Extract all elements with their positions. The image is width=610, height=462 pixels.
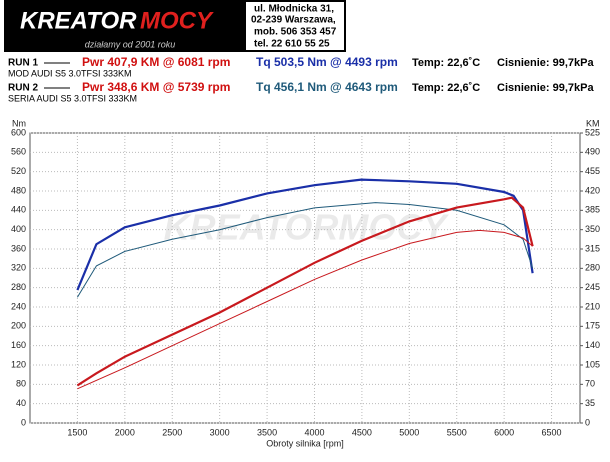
y2-tick-label: 70 [585, 379, 595, 389]
address: ul. Młodnicka 31, [254, 4, 334, 15]
y2-tick-label: 140 [585, 340, 600, 350]
x-tick-label: 3500 [257, 427, 277, 437]
y-tick-label: 480 [11, 185, 26, 195]
run-pressure: Cisnienie: 99,7kPa [497, 57, 594, 69]
run-temp: Temp: 22,6˚C [412, 57, 480, 69]
y2-tick-label: 315 [585, 243, 600, 253]
y2-tick-label: 420 [585, 185, 600, 195]
y2-tick-label: 0 [585, 417, 590, 427]
y-tick-label: 440 [11, 205, 26, 215]
y-tick-label: 320 [11, 263, 26, 273]
run-label: RUN 1 [8, 58, 38, 69]
y-tick-label: 160 [11, 340, 26, 350]
series-line [76, 202, 534, 298]
run-tq: Tq 456,1 Nm @ 4643 rpm [256, 80, 398, 94]
x-tick-label: 6000 [494, 427, 514, 437]
y-tick-label: 120 [11, 359, 26, 369]
y2-tick-label: 210 [585, 301, 600, 311]
plot-frame [29, 132, 581, 424]
address: 02-239 Warszawa, [251, 15, 336, 26]
y2-tick-label: 455 [585, 166, 600, 176]
brand: KREATOR [20, 7, 137, 34]
x-tick-label: 5500 [447, 427, 467, 437]
brand: MOCY [140, 7, 214, 34]
y2-tick-label: 105 [585, 359, 600, 369]
y-tick-label: 560 [11, 147, 26, 157]
x-tick-label: 2500 [162, 427, 182, 437]
x-tick-label: 6500 [542, 427, 562, 437]
y-tick-label: 520 [11, 166, 26, 176]
y2-tick-label: 525 [585, 127, 600, 137]
series-line [76, 196, 534, 387]
slogan: działamy od 2001 roku [85, 39, 176, 49]
y2-tick-label: 35 [585, 398, 595, 408]
y-axis-label: Nm [12, 118, 26, 128]
x-tick-label: 4500 [352, 427, 372, 437]
run-label: RUN 2 [8, 83, 38, 94]
run-pwr: Pwr 348,6 KM @ 5739 rpm [82, 80, 230, 94]
y2-tick-label: 490 [585, 147, 600, 157]
x-tick-label: 2000 [115, 427, 135, 437]
y-tick-label: 240 [11, 301, 26, 311]
run-pressure: Cisnienie: 99,7kPa [497, 82, 594, 94]
x-tick-label: 5000 [399, 427, 419, 437]
y2-tick-label: 175 [585, 321, 600, 331]
address-box [246, 2, 344, 50]
address: mob. 506 353 457 [254, 27, 337, 38]
run-tq: Tq 503,5 Nm @ 4493 rpm [256, 55, 398, 69]
watermark: KREATORMOCY [164, 207, 450, 248]
y-tick-label: 600 [11, 127, 26, 137]
y-tick-label: 40 [16, 398, 26, 408]
x-axis-label: Obroty silnika [rpm] [266, 438, 344, 448]
y2-tick-label: 280 [585, 263, 600, 273]
y2-axis-label: KM [586, 118, 600, 128]
y2-tick-label: 385 [585, 205, 600, 215]
x-tick-label: 4000 [304, 427, 324, 437]
run-car: SERIA AUDI S5 3.0TFSI 333KM [8, 93, 137, 103]
series-line [76, 178, 534, 291]
y-tick-label: 360 [11, 243, 26, 253]
y2-tick-label: 350 [585, 224, 600, 234]
run-pwr: Pwr 407,9 KM @ 6081 rpm [82, 55, 230, 69]
y2-tick-label: 245 [585, 282, 600, 292]
run-car: MOD AUDI S5 3.0TFSI 333KM [8, 68, 132, 78]
y-tick-label: 80 [16, 379, 26, 389]
address: tel. 22 610 55 25 [254, 39, 330, 50]
run-temp: Temp: 22,6˚C [412, 82, 480, 94]
y-tick-label: 0 [21, 417, 26, 427]
y-tick-label: 400 [11, 224, 26, 234]
x-tick-label: 3000 [210, 427, 230, 437]
x-tick-label: 1500 [67, 427, 87, 437]
y-tick-label: 200 [11, 321, 26, 331]
series-line [77, 229, 533, 390]
y-tick-label: 280 [11, 282, 26, 292]
